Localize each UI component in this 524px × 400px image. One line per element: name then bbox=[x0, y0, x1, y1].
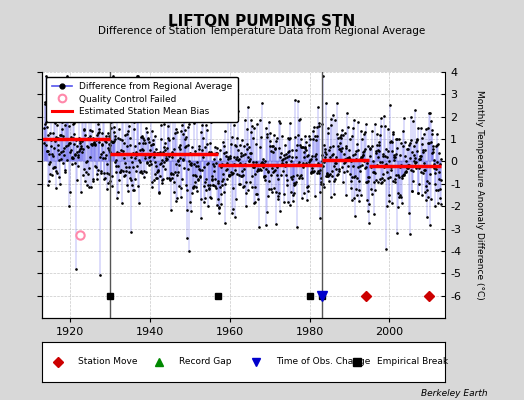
Text: Empirical Break: Empirical Break bbox=[377, 358, 448, 366]
Text: Station Move: Station Move bbox=[78, 358, 138, 366]
Text: Record Gap: Record Gap bbox=[179, 358, 232, 366]
Legend: Difference from Regional Average, Quality Control Failed, Estimated Station Mean: Difference from Regional Average, Qualit… bbox=[47, 76, 237, 122]
Text: Time of Obs. Change: Time of Obs. Change bbox=[276, 358, 370, 366]
Y-axis label: Monthly Temperature Anomaly Difference (°C): Monthly Temperature Anomaly Difference (… bbox=[475, 90, 484, 300]
Text: Berkeley Earth: Berkeley Earth bbox=[421, 389, 487, 398]
Text: LIFTON PUMPING STN: LIFTON PUMPING STN bbox=[168, 14, 356, 29]
Text: Difference of Station Temperature Data from Regional Average: Difference of Station Temperature Data f… bbox=[99, 26, 425, 36]
